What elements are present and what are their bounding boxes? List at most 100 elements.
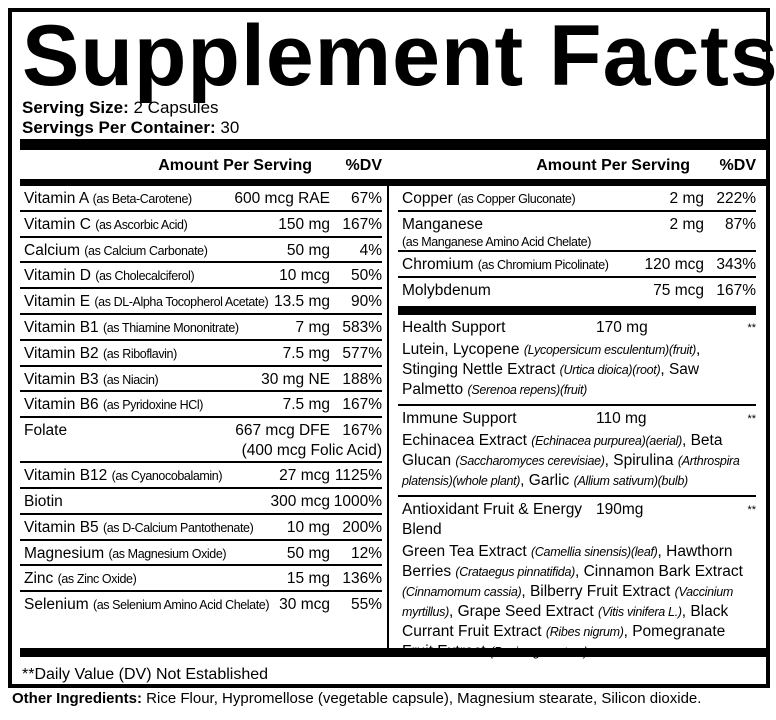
nutrient-dv: 200% [342,518,382,536]
nutrient-source: (as Niacin) [102,372,159,387]
nutrient-label: Vitamin B12 [24,467,108,485]
blend-dv: ** [747,413,756,425]
nutrient-dv: 167% [716,282,756,299]
amount-detail: (400 mcg Folic Acid) [241,442,382,460]
nutrient-dv: 167% [342,396,382,414]
nutrient-name: Chromium (as Chromium Picolinate) [402,255,645,275]
nutrient-name: Magnesium (as Magnesium Oxide) [24,544,287,564]
nutrient-amount: 300 mcg [271,492,330,512]
other-ingredients: Other Ingredients: Rice Flour, Hypromell… [12,690,701,707]
botanical-source: (Ribes nigrum) [545,625,624,639]
nutrient-source: (as Chromium Picolinate) [477,258,609,272]
nutrient-amount: 50 mg [287,544,330,564]
blend-header: Health Support 170 mg ** [402,318,756,338]
nutrient-row: Copper (as Copper Gluconate) 2 mg 222% [398,186,756,212]
nutrient-amount: 30 mg NE [261,370,330,390]
blend-ingredients: Green Tea Extract (Camellia sinensis)(le… [402,540,756,662]
nutrient-dv: 188% [342,370,382,388]
amount-value: 30 mcg [279,596,330,614]
nutrient-amount: 50 mg [287,241,330,261]
proprietary-blend: Antioxidant Fruit & Energy Blend 190mg ** G… [398,497,756,666]
right-column-header: Amount Per Serving %DV [396,155,756,177]
nutrient-dv: 12% [350,544,382,562]
amount-value: 10 mcg [279,267,330,285]
blend-name: Health Support [402,319,506,336]
nutrient-source: (as Copper Gluconate) [457,192,576,206]
ingredient-name: , Stinging Nettle Extract [402,341,701,378]
nutrient-dv: 343% [716,256,756,273]
blend-ingredients: Lutein, Lycopene (Lycopersicum esculentu… [402,338,756,400]
nutrient-row: Vitamin A (as Beta-Carotene) 600 mcg RAE 6… [20,186,382,212]
nutrient-row: Manganese (as Manganese Amino Acid Chelat… [398,212,756,252]
blend-dv: ** [747,322,756,334]
amount-value: 27 mcg [279,467,330,485]
blend-dv: ** [747,504,756,516]
nutrient-label: Calcium [24,241,80,259]
blend-amount: 170 mg [596,319,648,336]
supplement-facts-panel: Supplement Facts Serving Size: 2 Capsule… [8,8,776,688]
nutrient-label: Molybdenum [402,282,491,299]
thick-divider [20,179,766,186]
nutrient-row: Vitamin C (as Ascorbic Acid) 150 mg 167% [20,212,382,238]
ingredient-name: , Cinnamon Bark Extract [574,563,743,580]
botanical-source: (Vitis vinifera L.) [598,605,682,619]
nutrient-row: Vitamin B12 (as Cyanocobalamin) 27 mcg 112… [20,463,382,489]
nutrient-source: (as Beta-Carotene) [92,192,193,206]
thick-divider [20,648,766,657]
nutrient-source: (as Ascorbic Acid) [95,217,188,232]
ingredient-name: Green Tea Extract [402,543,531,560]
footnote: **Daily Value (DV) Not Established [22,666,269,683]
left-nutrient-list: Vitamin A (as Beta-Carotene) 600 mcg RAE 6… [20,186,382,618]
nutrient-amount: 15 mg [287,569,330,589]
nutrient-name: Vitamin B5 (as D-Calcium Pantothenate) [24,518,287,538]
nutrient-dv: 50% [350,267,382,285]
botanical-source: (Arthrospira platensis)(whole plant) [402,454,740,488]
nutrient-source: (as Calcium Carbonate) [84,243,208,258]
nutrient-row: Vitamin E (as DL-Alpha Tocopherol Acetat… [20,289,382,315]
ingredient-name: , Bilberry Fruit Extract [521,583,675,600]
ingredient-name: , Beta Glucan [402,432,723,469]
nutrient-label: Selenium [24,596,89,614]
blend-header: Immune Support 110 mg ** [402,409,756,429]
botanical-source: (Vaccinium myrtillus) [402,585,734,619]
amount-value: 10 mg [286,518,330,536]
nutrient-dv: 4% [359,241,382,259]
nutrient-amount: 7.5 mg [283,395,330,415]
botanical-source: (Allium sativum)(bulb) [573,474,689,488]
nutrient-name: Vitamin B12 (as Cyanocobalamin) [24,466,279,486]
servings-per-container: Servings Per Container: 30 [22,118,239,138]
nutrient-dv: 87% [724,216,756,233]
nutrient-label: Vitamin C [24,215,91,233]
nutrient-amount: 75 mcg [653,282,704,299]
thick-divider [20,139,766,150]
panel-title: Supplement Facts [22,8,776,104]
nutrient-row: Vitamin B5 (as D-Calcium Pantothenate) 10… [20,515,382,541]
serving-size-value: 2 Capsules [128,98,219,117]
ingredient-name: , Garlic [520,472,574,489]
ingredient-name: , Spirulina [604,452,678,469]
nutrient-dv: 67% [350,190,382,207]
nutrient-dv: 222% [716,190,756,207]
other-ingredients-label: Other Ingredients: [12,690,143,707]
nutrient-amount: 667 mcg DFE (400 mcg Folic Acid) [235,421,382,461]
blend-ingredients: Echinacea Extract (Echinacea purpurea)(a… [402,429,756,491]
nutrient-name: Copper (as Copper Gluconate) [402,189,670,209]
dv-header: %DV [719,157,756,174]
nutrient-row: Vitamin B6 (as Pyridoxine HCl) 7.5 mg 167% [20,392,382,419]
nutrient-dv: 136% [342,570,382,588]
nutrient-label: Vitamin B1 [24,318,99,336]
servings-per-container-value: 30 [215,118,240,137]
nutrient-amount: 120 mcg [644,256,704,273]
nutrient-name: Biotin [24,492,271,512]
nutrient-row: Biotin 300 mcg 1000% [20,489,382,515]
nutrient-dv: 1125% [334,467,382,485]
nutrient-row: Zinc (as Zinc Oxide) 15 mg 136% [20,566,382,593]
nutrient-row: Vitamin B2 (as Riboflavin) 7.5 mg 577% [20,341,382,367]
nutrient-label: Chromium [402,256,474,273]
nutrient-label: Vitamin B2 [24,344,99,362]
nutrient-dv: 167% [342,422,382,440]
column-divider [387,186,389,652]
nutrient-source: (as D-Calcium Pantothenate) [102,520,254,535]
nutrient-name: Folate [24,421,235,441]
blend-name: Immune Support [402,410,517,427]
